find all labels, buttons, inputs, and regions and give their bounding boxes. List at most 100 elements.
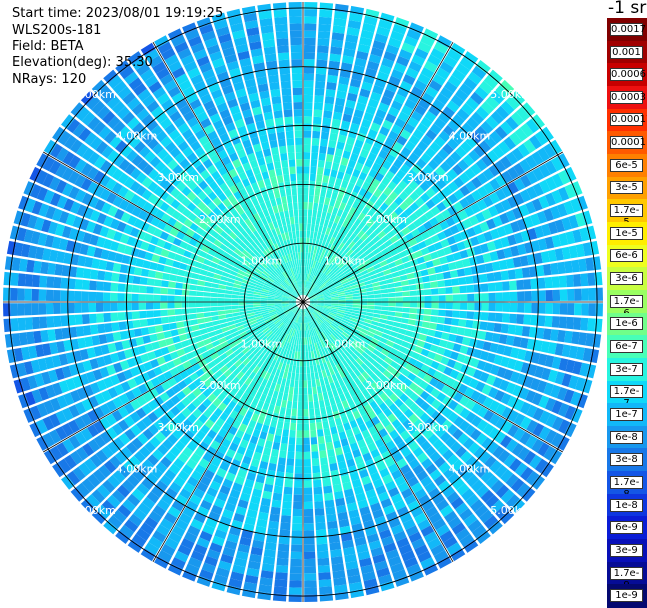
ppi-cell xyxy=(305,259,307,266)
ppi-cell xyxy=(301,252,303,259)
ppi-cell xyxy=(423,282,431,288)
ppi-cell xyxy=(315,408,321,416)
ppi-cell xyxy=(268,75,279,83)
ppi-cell xyxy=(516,314,524,324)
ppi-cell xyxy=(204,312,212,317)
ppi-cell xyxy=(67,303,74,313)
ppi-cell xyxy=(168,288,176,294)
ppi-cell xyxy=(446,303,453,310)
instrument-text: WLS200s-181 xyxy=(12,23,101,38)
ppi-cell xyxy=(203,292,210,297)
ppi-cell xyxy=(280,153,287,161)
ppi-cell xyxy=(303,188,308,195)
ppi-cell xyxy=(501,324,509,334)
ppi-cell xyxy=(290,566,302,573)
ppi-cell xyxy=(47,263,56,275)
ppi-cell xyxy=(457,327,465,335)
ppi-cell xyxy=(294,109,303,116)
ppi-cell xyxy=(265,54,277,63)
ppi-cell xyxy=(373,286,381,291)
ppi-cell xyxy=(360,302,367,305)
colorbar-label: 0.001 xyxy=(610,46,643,59)
ppi-cell xyxy=(264,46,276,55)
ppi-cell xyxy=(522,267,530,278)
ring-label: 3.00km xyxy=(157,171,199,184)
ppi-cell xyxy=(96,292,103,301)
ppi-cell xyxy=(274,17,287,25)
ppi-cell xyxy=(588,303,596,316)
ppi-cell xyxy=(304,45,315,52)
ppi-cell xyxy=(325,500,335,508)
ppi-cell xyxy=(198,275,206,281)
ppi-cell xyxy=(323,175,330,183)
ppi-cell xyxy=(167,303,174,309)
ppi-cell xyxy=(89,314,97,324)
ppi-cell xyxy=(515,325,523,335)
ppi-cell xyxy=(410,308,418,313)
ppi-cell xyxy=(318,436,325,444)
ppi-cell xyxy=(277,175,284,183)
ppi-cell xyxy=(286,188,292,196)
ppi-cell xyxy=(489,303,496,312)
ppi-cell xyxy=(304,116,312,123)
ppi-cell xyxy=(111,322,119,331)
ppi-cell xyxy=(284,210,289,218)
ppi-cell xyxy=(329,54,341,63)
colorbar-label: 0.0006 xyxy=(610,68,643,81)
ppi-cell xyxy=(538,290,546,301)
ppi-cell xyxy=(307,216,311,223)
ppi-cell xyxy=(307,224,311,231)
ppi-cell xyxy=(146,286,154,293)
ppi-cell xyxy=(328,140,336,148)
ppi-cell xyxy=(403,297,410,302)
ppi-cell xyxy=(304,38,316,46)
ppi-cell xyxy=(420,328,428,335)
ppi-cell xyxy=(11,318,19,331)
ppi-cell xyxy=(270,176,277,184)
ppi-cell xyxy=(314,494,323,502)
ppi-cell xyxy=(287,458,295,466)
ppi-cell xyxy=(319,443,326,451)
ppi-cell xyxy=(543,328,552,340)
ppi-cell xyxy=(320,407,326,415)
ppi-cell xyxy=(329,199,335,207)
ring-label: 5.00km xyxy=(490,504,532,517)
ppi-cell xyxy=(292,195,297,203)
ring-label: 4.00km xyxy=(449,130,491,143)
ppi-cell xyxy=(265,155,273,164)
ppi-cell xyxy=(232,291,240,295)
ppi-cell xyxy=(501,271,509,281)
ppi-cell xyxy=(488,313,496,322)
ppi-cell xyxy=(277,45,289,53)
ppi-cell xyxy=(300,231,303,238)
ppi-cell xyxy=(290,31,302,38)
ppi-cell xyxy=(587,318,595,331)
ppi-cell xyxy=(329,419,336,427)
ppi-cell xyxy=(318,203,324,211)
ppi-cell xyxy=(273,103,283,111)
ppi-cell xyxy=(76,267,84,278)
ppi-cell xyxy=(311,152,318,160)
ppi-cell xyxy=(39,317,47,329)
ppi-cell xyxy=(559,276,567,288)
ppi-cell xyxy=(267,162,275,170)
ppi-cell xyxy=(189,308,197,313)
ring-label: 1.00km xyxy=(324,254,366,267)
ppi-cell xyxy=(89,303,96,312)
ppi-cell xyxy=(311,444,318,452)
ppi-cell xyxy=(445,287,453,294)
ppi-cell xyxy=(422,276,430,283)
ppi-cell xyxy=(196,297,203,302)
ppi-cell xyxy=(313,117,322,125)
ppi-cell xyxy=(290,423,296,431)
ppi-cell xyxy=(278,52,289,60)
ppi-cell xyxy=(303,388,307,395)
ppi-cell xyxy=(394,282,402,288)
ppi-cell xyxy=(543,264,552,276)
ppi-cell xyxy=(304,423,310,430)
ppi-cell xyxy=(203,307,210,312)
ppi-cell xyxy=(197,313,205,318)
colorbar-label: 0.0003 xyxy=(610,91,643,104)
ppi-cell xyxy=(387,283,395,288)
ppi-cell xyxy=(160,295,167,301)
